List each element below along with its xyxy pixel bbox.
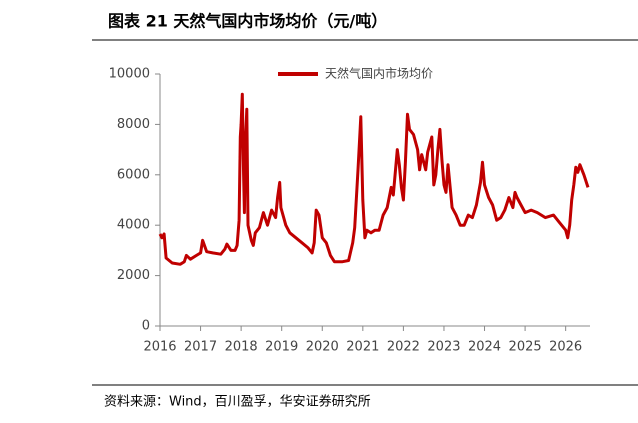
x-tick-label: 2020	[306, 340, 339, 355]
y-tick-label: 4000	[117, 218, 150, 233]
y-tick-label: 10000	[109, 67, 150, 82]
x-tick-label: 2025	[509, 340, 542, 355]
x-tick-label: 2026	[549, 340, 582, 355]
y-tick-label: 0	[142, 319, 150, 334]
x-tick-label: 2023	[427, 340, 460, 355]
legend-label: 天然气国内市场均价	[325, 66, 433, 81]
series-line	[158, 92, 590, 266]
x-tick-label: 2017	[184, 340, 217, 355]
y-tick-label: 8000	[117, 117, 150, 132]
x-tick-label: 2016	[143, 340, 176, 355]
x-tick-label: 2022	[387, 340, 420, 355]
x-tick-label: 2024	[468, 340, 501, 355]
y-tick-label: 6000	[117, 167, 150, 182]
chart-title: 图表 21 天然气国内市场均价（元/吨）	[108, 12, 387, 31]
source: 资料来源：Wind，百川盈孚，华安证券研究所	[104, 394, 371, 410]
y-tick-label: 2000	[117, 268, 150, 283]
x-tick-label: 2021	[346, 340, 379, 355]
x-tick-label: 2019	[265, 340, 298, 355]
x-tick-label: 2018	[225, 340, 258, 355]
